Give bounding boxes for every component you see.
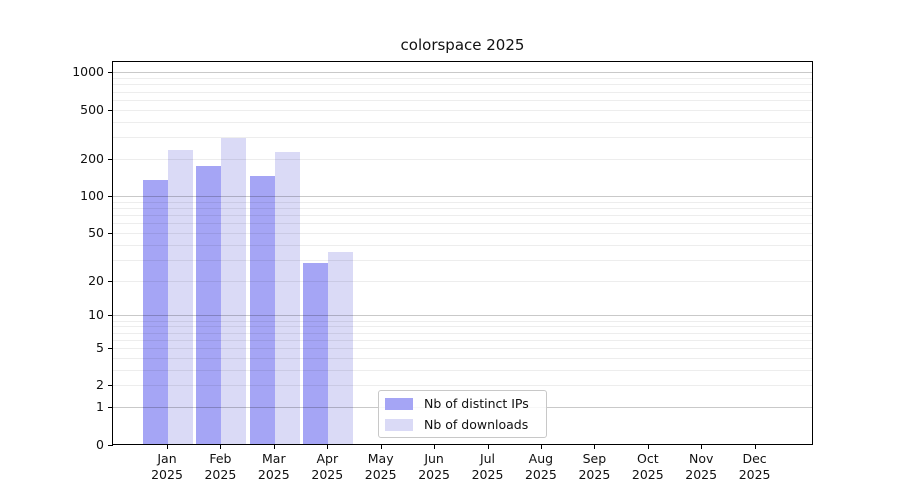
- gridline: [113, 326, 812, 328]
- y-tick-mark: [108, 72, 113, 74]
- y-tick-mark: [108, 232, 113, 234]
- x-tick-label: Jan 2025: [151, 451, 183, 482]
- x-tick-label: Jun 2025: [418, 451, 450, 482]
- bar-distinct-ips-apr: [303, 263, 329, 444]
- y-tick-label: 0: [96, 436, 104, 452]
- gridline: [113, 109, 812, 111]
- legend-label-downloads: Nb of downloads: [424, 417, 529, 432]
- gridline: [113, 320, 812, 322]
- plot-area: [112, 61, 813, 445]
- x-tick-label: Oct 2025: [631, 451, 664, 482]
- y-tick-label: 20: [88, 272, 104, 288]
- gridline: [113, 196, 812, 197]
- x-tick-mark: [540, 445, 542, 449]
- gridline: [113, 232, 812, 234]
- x-tick-mark: [647, 445, 649, 449]
- gridline: [113, 348, 812, 349]
- gridline: [113, 339, 812, 341]
- legend-item-distinct-ips: Nb of distinct IPs: [379, 395, 546, 412]
- x-tick-label: Feb 2025: [204, 451, 237, 482]
- gridline: [113, 137, 812, 139]
- x-tick-mark: [594, 445, 596, 449]
- gridline: [113, 91, 812, 93]
- gridline: [113, 214, 812, 216]
- y-tick-label: 50: [88, 224, 104, 240]
- y-tick-mark: [108, 196, 113, 197]
- gridline: [113, 207, 812, 209]
- y-tick-mark: [108, 315, 113, 317]
- gridline: [113, 280, 812, 282]
- gridline: [113, 72, 812, 74]
- x-tick-mark: [380, 445, 382, 449]
- bar-downloads-jan: [168, 150, 193, 444]
- y-tick-mark: [108, 407, 113, 409]
- legend-label-distinct-ips: Nb of distinct IPs: [424, 396, 529, 411]
- x-tick-mark: [434, 445, 436, 449]
- bar-distinct-ips-jan: [143, 179, 168, 444]
- y-tick-label: 500: [80, 101, 104, 117]
- y-tick-label: 2: [96, 377, 104, 393]
- gridline: [113, 84, 812, 86]
- x-tick-label: Sep 2025: [578, 451, 611, 482]
- x-tick-mark: [327, 445, 329, 449]
- y-tick-label: 1000: [72, 64, 104, 80]
- y-tick-mark: [108, 385, 113, 387]
- y-tick-label: 5: [96, 340, 104, 355]
- y-tick-mark: [108, 444, 113, 446]
- legend-swatch-downloads-icon: [385, 418, 413, 431]
- x-tick-mark: [754, 445, 756, 449]
- gridline: [113, 259, 812, 261]
- y-tick-mark: [108, 348, 113, 349]
- x-tick-label: May 2025: [364, 451, 397, 482]
- y-tick-mark: [108, 280, 113, 282]
- gridline: [113, 99, 812, 101]
- chart-title: colorspace 2025: [400, 36, 525, 54]
- y-tick-label: 100: [80, 188, 104, 203]
- x-tick-mark: [220, 445, 222, 449]
- y-tick-mark: [108, 109, 113, 111]
- legend: Nb of distinct IPs Nb of downloads: [378, 390, 547, 438]
- gridline: [113, 121, 812, 123]
- x-tick-label: Apr 2025: [311, 451, 344, 482]
- x-tick-mark: [167, 445, 168, 449]
- gridline: [113, 315, 812, 317]
- bar-distinct-ips-mar: [249, 175, 275, 444]
- gridline: [113, 244, 812, 246]
- gridline: [113, 357, 812, 359]
- gridline: [113, 201, 812, 203]
- y-tick-mark: [108, 158, 113, 160]
- legend-item-downloads: Nb of downloads: [379, 416, 546, 433]
- x-tick-label: Jul 2025: [471, 451, 504, 482]
- y-tick-label: 10: [88, 307, 104, 323]
- gridline: [113, 332, 812, 334]
- gridline: [113, 385, 812, 387]
- gridline: [113, 78, 812, 80]
- y-tick-label: 200: [80, 150, 104, 166]
- bar-distinct-ips-feb: [196, 166, 222, 444]
- gridline: [113, 369, 812, 371]
- bar-downloads-mar: [274, 152, 300, 444]
- legend-swatch-distinct-ips-icon: [385, 397, 413, 410]
- x-tick-label: Nov 2025: [685, 451, 718, 482]
- bar-downloads-feb: [221, 137, 247, 444]
- x-tick-mark: [273, 445, 275, 449]
- gridline: [113, 223, 812, 225]
- x-tick-mark: [487, 445, 489, 449]
- x-tick-mark: [701, 445, 703, 449]
- y-tick-label: 1: [96, 399, 104, 415]
- x-tick-label: Aug 2025: [524, 451, 557, 482]
- x-tick-label: Mar 2025: [257, 451, 290, 482]
- bar-downloads-apr: [328, 251, 354, 444]
- gridline: [113, 158, 812, 160]
- x-tick-label: Dec 2025: [738, 451, 771, 482]
